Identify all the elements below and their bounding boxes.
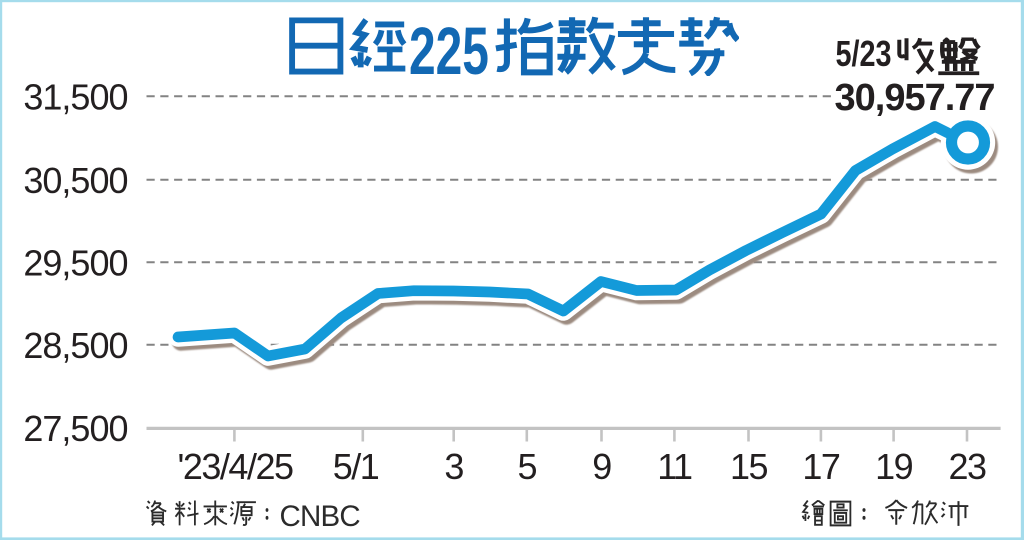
svg-text:3: 3 xyxy=(444,446,463,487)
svg-text:30,957.77: 30,957.77 xyxy=(835,77,995,119)
svg-text:28,500: 28,500 xyxy=(23,325,127,366)
svg-text:'23/4/25: '23/4/25 xyxy=(178,446,293,487)
svg-text:19: 19 xyxy=(875,446,913,487)
svg-text:9: 9 xyxy=(592,446,611,487)
svg-text:27,500: 27,500 xyxy=(23,408,127,449)
svg-text:11: 11 xyxy=(657,446,692,487)
svg-text:30,500: 30,500 xyxy=(23,160,127,201)
svg-text:5: 5 xyxy=(518,446,537,487)
svg-text:5/1: 5/1 xyxy=(333,446,379,487)
svg-text:225: 225 xyxy=(409,14,489,89)
svg-text:5/23: 5/23 xyxy=(836,33,892,74)
svg-text:17: 17 xyxy=(802,446,840,487)
svg-text:29,500: 29,500 xyxy=(23,242,127,283)
svg-text:15: 15 xyxy=(730,446,768,487)
svg-text:23: 23 xyxy=(948,446,986,487)
svg-text:CNBC: CNBC xyxy=(280,500,361,533)
svg-text:31,500: 31,500 xyxy=(23,76,127,117)
